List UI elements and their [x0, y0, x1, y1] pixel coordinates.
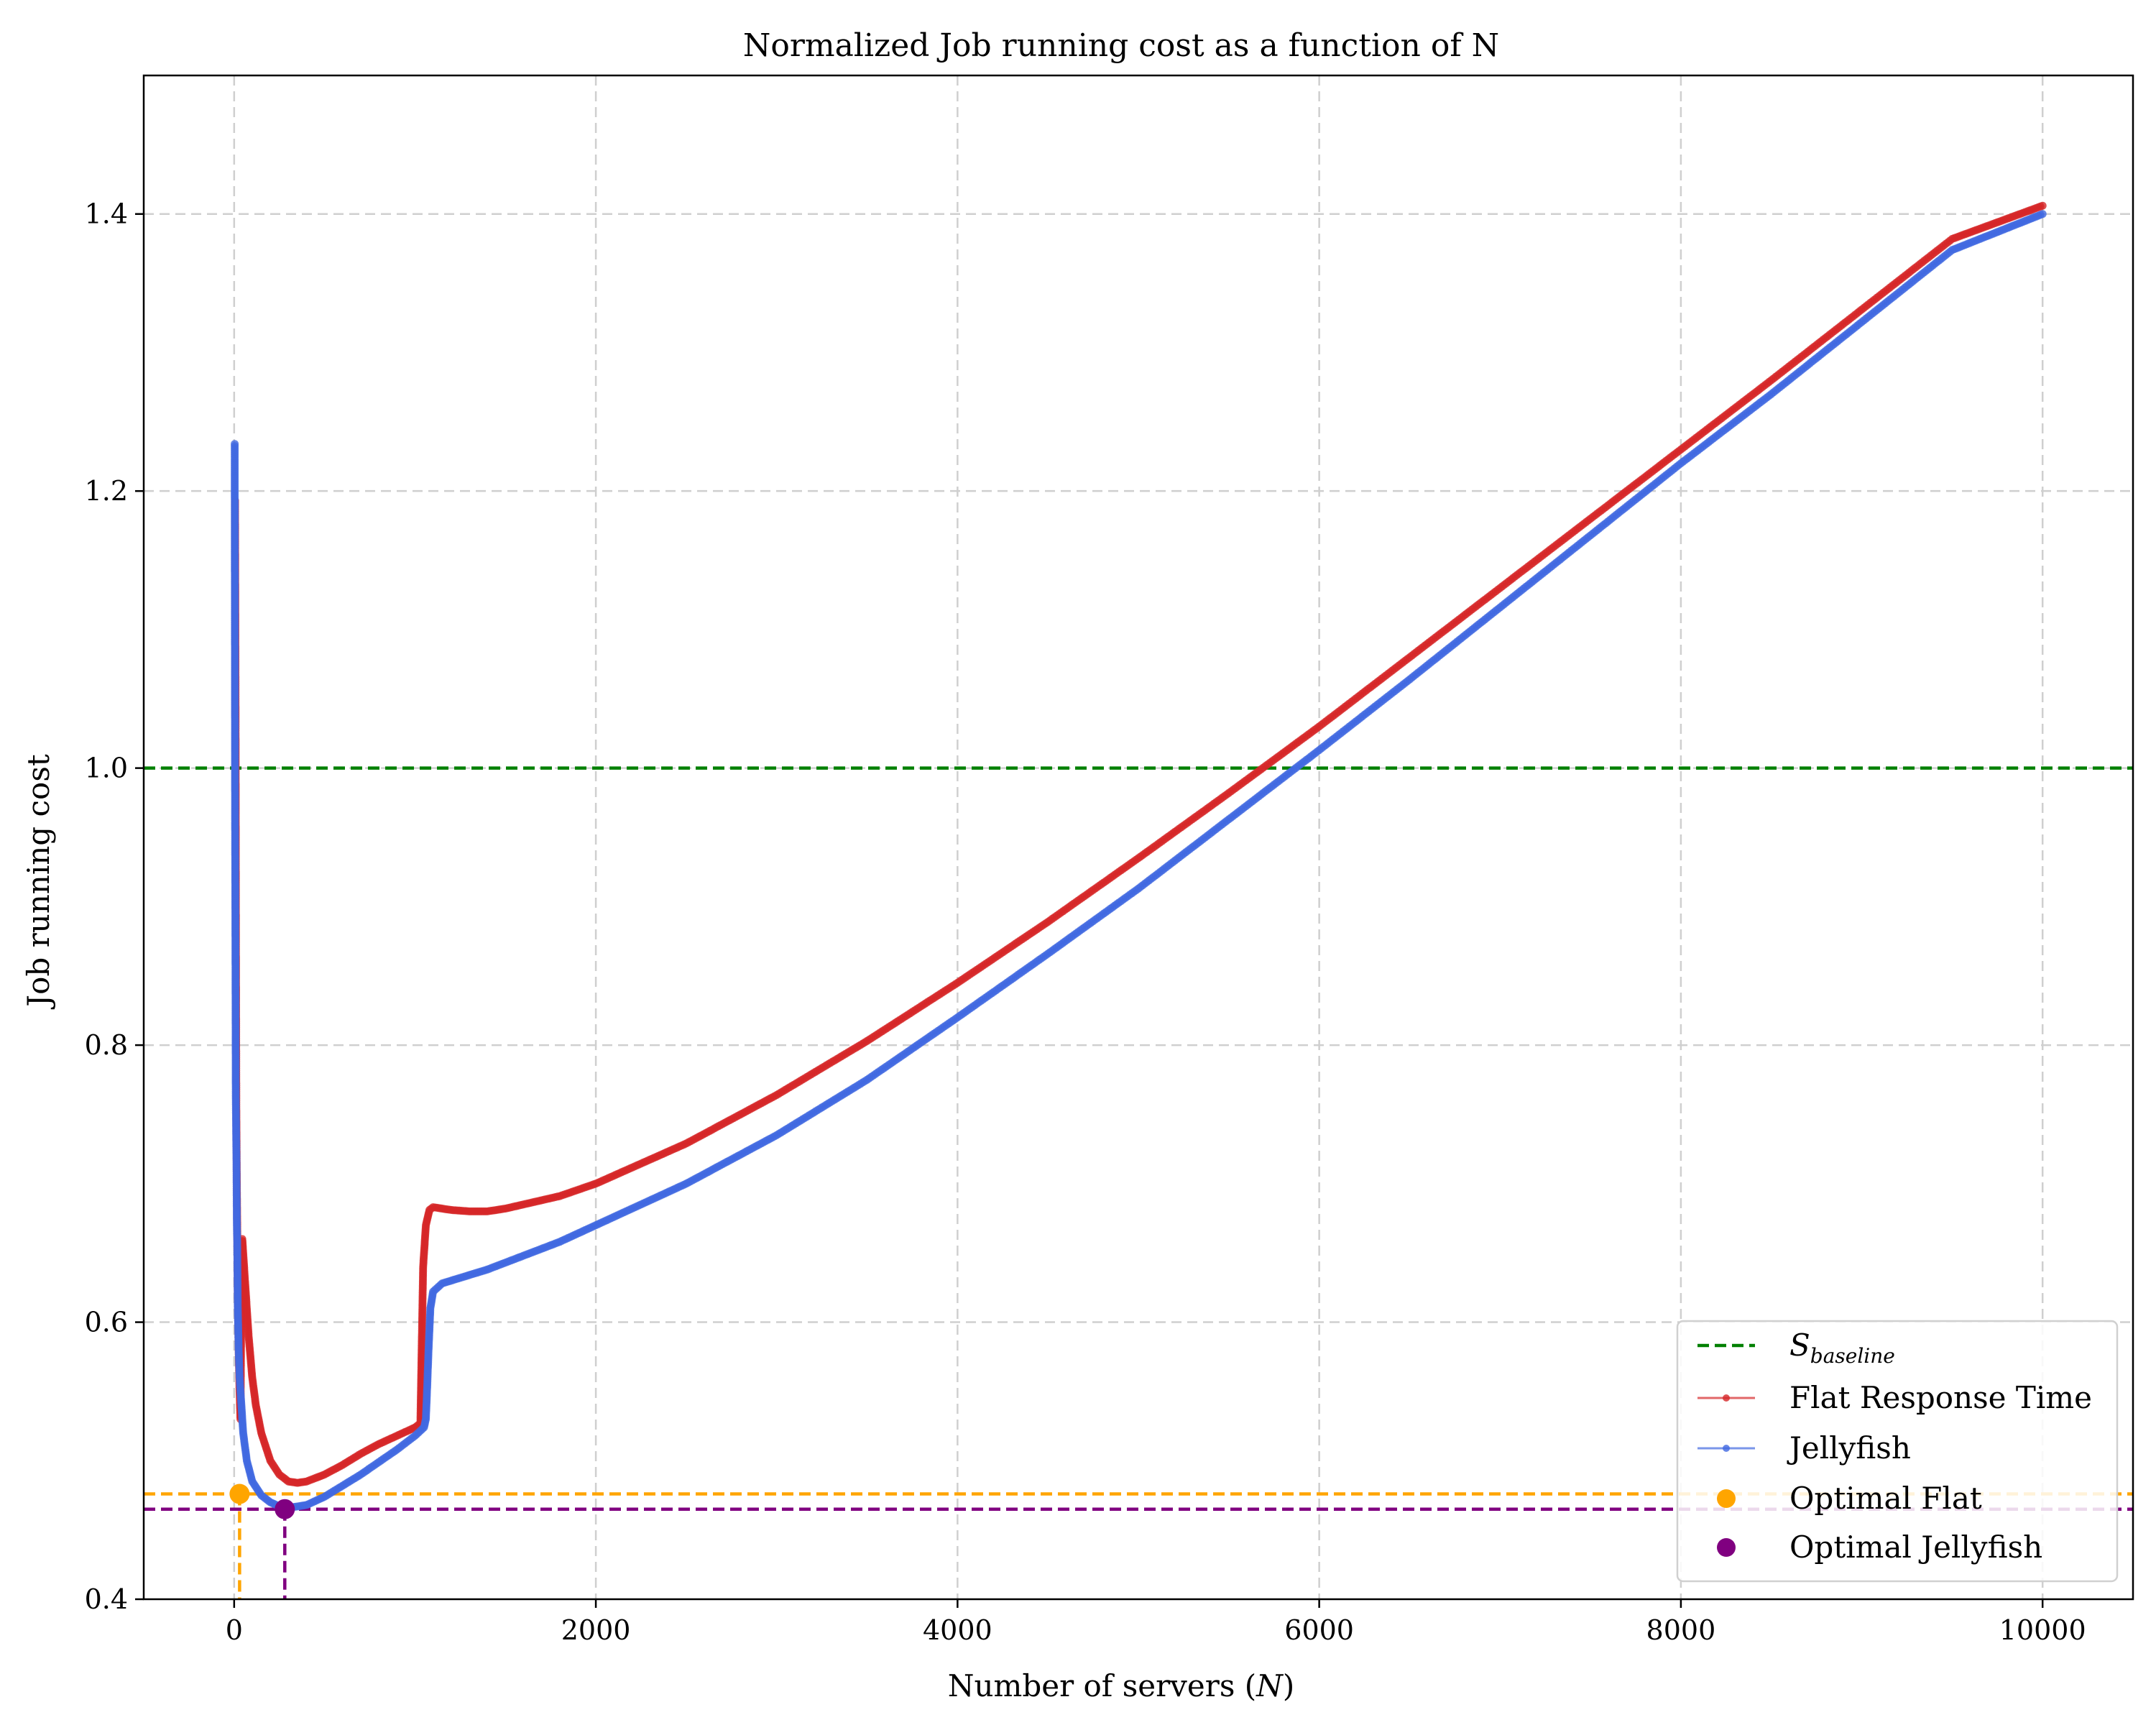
series-layer	[231, 201, 2047, 1512]
legend-frame	[1676, 1320, 2119, 1583]
legend-label-flat: Flat Response Time	[1789, 1380, 2092, 1415]
legend-swatch-optimal-flat	[1717, 1489, 1736, 1508]
y-tick-label: 0.6	[85, 1307, 128, 1338]
legend-label-baseline: Sbaseline	[1789, 1328, 1895, 1368]
legend-label-optimal-jellyfish: Optimal Jellyfish	[1789, 1530, 2042, 1565]
legend: Sbaseline Flat Response Time Jellyfish O…	[1676, 1320, 2119, 1583]
legend-item-baseline: Sbaseline	[1697, 1328, 1895, 1368]
legend-item-optimal-flat: Optimal Flat	[1717, 1481, 1982, 1516]
y-tick-label: 0.8	[85, 1029, 128, 1061]
optimal-point-marker	[229, 1484, 250, 1504]
y-tick-label: 1.2	[85, 475, 128, 507]
legend-label-jellyfish: Jellyfish	[1787, 1430, 1911, 1466]
optimal-points-layer	[229, 1484, 295, 1519]
legend-item-optimal-jellyfish: Optimal Jellyfish	[1717, 1530, 2042, 1565]
y-axis-label: Job running cost	[21, 754, 56, 1010]
data-point	[2038, 210, 2047, 218]
x-tick-label: 0	[226, 1614, 243, 1646]
x-axis-label-close: )	[1283, 1668, 1294, 1703]
x-axis-label: Number of servers (N)	[948, 1668, 1295, 1703]
x-tick-label: 6000	[1284, 1614, 1354, 1646]
x-axis-label-var: N	[1256, 1668, 1284, 1703]
x-axis-label-main: Number of servers (	[948, 1668, 1256, 1703]
y-tick-label: 1.4	[85, 198, 128, 230]
x-tick-label: 10000	[1999, 1614, 2086, 1646]
legend-label-optimal-flat: Optimal Flat	[1789, 1481, 1982, 1516]
plot-frame	[142, 74, 2134, 1601]
chart-title: Normalized Job running cost as a functio…	[743, 27, 1499, 64]
legend-item-jellyfish: Jellyfish	[1697, 1430, 1911, 1466]
x-tick-label: 4000	[923, 1614, 992, 1646]
x-tick-label: 8000	[1646, 1614, 1716, 1646]
y-tick-label: 1.0	[85, 753, 128, 784]
legend-swatch-flat-marker	[1723, 1394, 1730, 1402]
optimal-point-marker	[275, 1499, 295, 1519]
data-point	[2038, 201, 2047, 210]
legend-item-flat: Flat Response Time	[1697, 1380, 2092, 1415]
series-jellyfish	[231, 210, 2047, 1512]
y-tick-label: 0.4	[85, 1583, 128, 1615]
legend-swatch-optimal-jellyfish	[1717, 1538, 1736, 1557]
legend-swatch-jellyfish-marker	[1723, 1445, 1730, 1452]
ticks: 0 2000 4000 6000 8000 10000 0.4 0.6 0.8 1.0 1.2 1.4	[85, 198, 2086, 1646]
x-tick-label: 2000	[561, 1614, 631, 1646]
